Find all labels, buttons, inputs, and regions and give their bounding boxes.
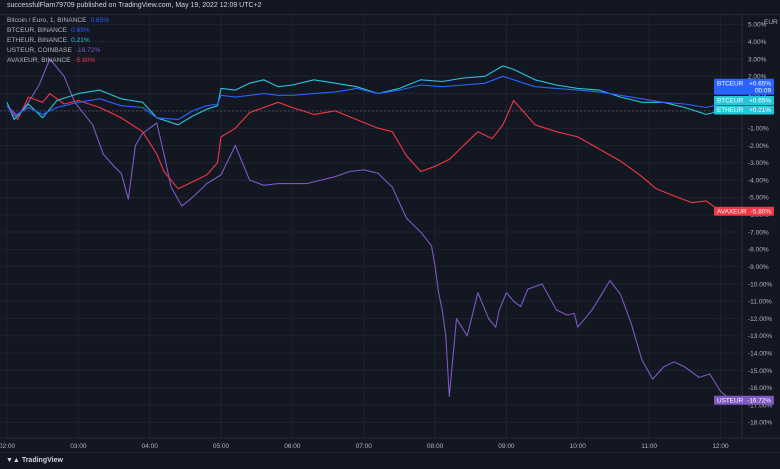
- price-tag-usteur: USTEUR -16.72%: [714, 395, 774, 405]
- legend-item-name: BTCEUR, BINANCE: [7, 27, 68, 34]
- x-tick-label: 02:00: [0, 443, 16, 450]
- x-tick-label: 12:00: [712, 443, 729, 450]
- chart-canvas[interactable]: 5.00%4.00%3.00%2.00%1.00%0.00%-1.00%-2.0…: [0, 14, 780, 452]
- y-tick-label: 5.00%: [748, 22, 767, 29]
- y-axis-unit: EUR: [764, 19, 778, 26]
- price-tag-value: -16.72%: [747, 397, 771, 404]
- legend-item-value: -5.80%: [74, 57, 96, 64]
- grid: [0, 14, 742, 438]
- legend-item-value: 0.65%: [71, 27, 90, 34]
- x-tick-label: 09:00: [498, 443, 515, 450]
- y-tick-label: -2.00%: [748, 143, 769, 150]
- series-line-btceur: [6, 75, 732, 121]
- y-tick-label: -7.00%: [748, 229, 769, 236]
- price-tag-bg: [714, 395, 774, 405]
- price-tag-btceur: BTCEUR +0.65%: [714, 96, 774, 106]
- y-tick-label: -16.00%: [748, 385, 772, 392]
- price-tag-etheur: ETHEUR +0.21%: [714, 105, 774, 115]
- y-tick-label: 2.00%: [748, 74, 767, 81]
- tv-logo-text: TradingView: [21, 457, 63, 464]
- series-line-avaxeur: [6, 93, 732, 212]
- price-tag-bg: [714, 105, 774, 115]
- price-tag-label: BTCEUR: [717, 80, 744, 87]
- y-tick-label: -10.00%: [748, 281, 772, 288]
- legend-item-name: Bitcoin / Euro, 1, BINANCE: [7, 17, 87, 24]
- x-tick-label: 03:00: [70, 443, 87, 450]
- price-tag-bg: [714, 96, 774, 106]
- legend-item-name: ETHEUR, BINANCE: [7, 37, 68, 44]
- y-tick-label: -12.00%: [748, 316, 772, 323]
- legend-item[interactable]: USTEUR, COINBASE -16.72%: [7, 46, 109, 56]
- y-tick-label: -17.00%: [748, 402, 772, 409]
- price-tag-label: BTCEUR: [717, 98, 744, 105]
- price-tag-value: +0.21%: [749, 107, 771, 114]
- y-tick-label: -3.00%: [748, 160, 769, 167]
- tradingview-logo[interactable]: ▼▲ TradingView: [6, 457, 63, 464]
- y-tick-label: -9.00%: [748, 264, 769, 271]
- y-tick-label: -13.00%: [748, 333, 772, 340]
- price-tag-value: +0.65%: [749, 98, 771, 105]
- price-tag-label: AVAXEUR: [717, 208, 747, 215]
- legend-item[interactable]: Bitcoin / Euro, 1, BINANCE 0.65%: [7, 16, 109, 26]
- x-tick-label: 11:00: [641, 443, 657, 450]
- price-tag-value: -5.80%: [751, 208, 772, 215]
- legend: Bitcoin / Euro, 1, BINANCE 0.65% BTCEUR, B…: [7, 16, 109, 66]
- price-tag-bg: [714, 78, 774, 95]
- price-tag-avaxeur: AVAXEUR -5.80%: [714, 206, 774, 216]
- y-tick-label: -18.00%: [748, 420, 772, 427]
- legend-item-value: -16.72%: [75, 47, 101, 54]
- series-line-etheur: [6, 65, 732, 126]
- y-tick-label: -15.00%: [748, 368, 772, 375]
- legend-item[interactable]: BTCEUR, BINANCE 0.65%: [7, 26, 109, 36]
- legend-item[interactable]: AVAXEUR, BINANCE -5.80%: [7, 56, 109, 66]
- legend-item-name: AVAXEUR, BINANCE: [7, 57, 71, 64]
- x-tick-label: 05:00: [213, 443, 230, 450]
- y-tick-label: -14.00%: [748, 351, 772, 358]
- x-tick-label: 10:00: [570, 443, 587, 450]
- legend-item-value: 0.65%: [90, 17, 110, 24]
- x-tick-label: 07:00: [356, 443, 373, 450]
- y-tick-label: -11.00%: [748, 299, 772, 306]
- y-tick-label: -4.00%: [748, 177, 769, 184]
- legend-item-value: 0.21%: [71, 37, 90, 44]
- series-line-usteur: [6, 58, 732, 401]
- y-tick-label: -1.00%: [748, 126, 769, 133]
- x-tick-label: 04:00: [142, 443, 159, 450]
- price-tag-label: USTEUR: [717, 397, 744, 404]
- x-tick-label: 08:00: [427, 443, 444, 450]
- legend-item-name: USTEUR, COINBASE: [7, 47, 72, 54]
- price-tag-label: ETHEUR: [717, 107, 744, 114]
- price-tag-time: 00:09: [755, 87, 771, 94]
- y-tick-label: 3.00%: [748, 56, 767, 63]
- footer: ▼▲ TradingView: [0, 452, 780, 469]
- published-text: successfulFlam79709 published on Trading…: [7, 2, 262, 9]
- price-tag-value: +0.65%: [749, 80, 771, 87]
- y-tick-label: -8.00%: [748, 247, 769, 254]
- x-tick-label: 06:00: [284, 443, 301, 450]
- published-header: successfulFlam79709 published on Trading…: [0, 0, 780, 15]
- legend-item[interactable]: ETHEUR, BINANCE 0.21%: [7, 36, 109, 46]
- y-tick-label: -5.00%: [748, 195, 769, 202]
- tv-logo-icon: ▼▲: [6, 457, 22, 464]
- price-tag-bg: [714, 206, 774, 216]
- price-tag-btceur: BTCEUR +0.65%00:09: [714, 78, 774, 95]
- y-tick-label: 4.00%: [748, 39, 767, 46]
